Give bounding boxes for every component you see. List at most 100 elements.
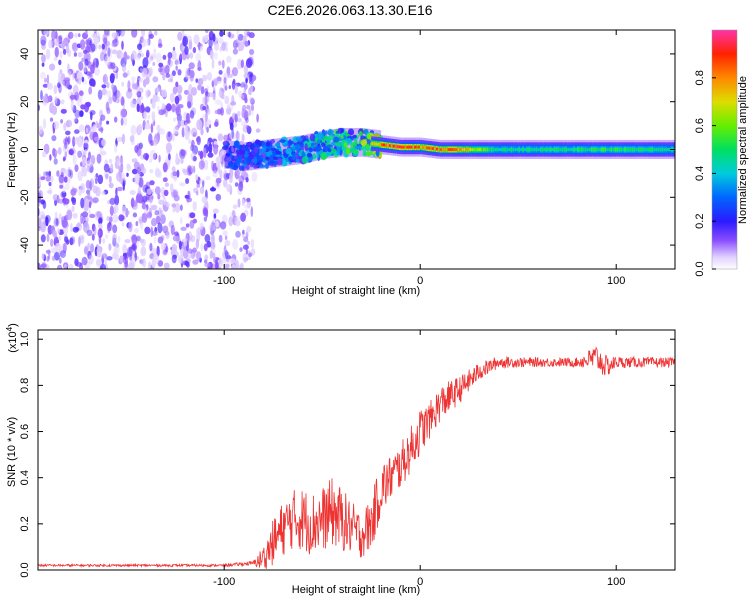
noise-speck: [145, 76, 150, 85]
colorbar-tick-label: 0.2: [694, 214, 706, 229]
noise-speck: [83, 65, 87, 73]
noise-speck: [157, 236, 164, 244]
track-core: [463, 148, 466, 151]
noise-speck: [206, 241, 212, 248]
noise-speck: [149, 53, 157, 60]
noise-speck: [174, 231, 179, 236]
noise-speck: [232, 67, 239, 77]
noise-speck: [219, 30, 224, 37]
noise-speck: [237, 58, 243, 70]
noise-speck: [183, 89, 189, 95]
noise-speck: [91, 233, 95, 241]
noise-speck: [195, 136, 201, 143]
noise-speck: [234, 182, 239, 187]
noise-speck: [226, 104, 231, 110]
noise-speck: [250, 104, 254, 111]
noise-speck: [229, 173, 233, 184]
noise-speck: [65, 119, 73, 128]
noise-speck: [100, 150, 107, 156]
track-core: [396, 145, 399, 149]
track-core: [375, 142, 378, 146]
noise-speck: [211, 58, 215, 69]
noise-speck: [178, 254, 184, 264]
noise-speck: [90, 43, 96, 52]
noise-speck: [54, 150, 59, 155]
noise-speck: [148, 158, 153, 163]
track-core: [530, 148, 533, 151]
noise-speck: [117, 236, 121, 243]
noise-speck: [226, 184, 232, 192]
track-blob: [265, 156, 270, 160]
noise-speck: [177, 104, 184, 109]
noise-speck: [149, 149, 157, 161]
noise-speck: [57, 72, 61, 78]
noise-speck: [221, 59, 225, 69]
noise-speck: [114, 31, 120, 40]
track-core: [432, 147, 435, 150]
track-core: [637, 148, 640, 151]
noise-speck: [151, 230, 158, 236]
noise-speck: [156, 96, 160, 103]
track-core: [612, 148, 615, 151]
noise-speck: [73, 52, 77, 57]
noise-speck: [38, 125, 43, 135]
track-core: [649, 148, 652, 151]
noise-speck: [206, 108, 211, 116]
noise-speck: [175, 65, 178, 71]
noise-speck: [111, 73, 116, 80]
noise-speck: [202, 180, 205, 188]
noise-speck: [74, 129, 80, 134]
noise-speck: [146, 188, 152, 196]
noise-speck: [169, 183, 174, 193]
noise-speck: [104, 30, 110, 36]
noise-speck: [118, 165, 124, 171]
track-core: [590, 148, 593, 151]
noise-speck: [40, 234, 46, 243]
noise-speck: [212, 208, 219, 214]
noise-speck: [81, 256, 88, 266]
noise-speck: [105, 173, 109, 180]
noise-speck: [78, 61, 84, 71]
track-blob: [282, 159, 286, 164]
noise-speck: [193, 187, 199, 194]
noise-speck: [204, 259, 208, 264]
noise-speck: [187, 190, 191, 196]
noise-speck: [124, 239, 131, 244]
noise-speck: [158, 67, 163, 73]
noise-speck: [54, 211, 58, 219]
noise-speck: [221, 258, 227, 264]
noise-speck: [42, 151, 47, 158]
noise-speck: [92, 197, 99, 204]
noise-speck: [149, 180, 155, 186]
noise-speck: [206, 141, 210, 146]
noise-speck: [67, 31, 74, 39]
colorbar-tick-label: 0.4: [694, 166, 706, 181]
noise-speck: [85, 128, 89, 134]
noise-speck: [160, 214, 166, 225]
track-blob: [332, 136, 340, 143]
noise-speck: [148, 33, 154, 39]
noise-speck: [165, 231, 170, 240]
track-core: [518, 148, 521, 151]
noise-speck: [175, 152, 179, 163]
noise-speck: [63, 198, 70, 205]
noise-speck: [188, 139, 191, 144]
track-blob: [222, 145, 229, 150]
noise-speck: [198, 160, 205, 170]
noise-speck: [40, 90, 43, 101]
track-core: [426, 146, 429, 150]
track-core: [610, 148, 613, 151]
noise-speck: [171, 254, 177, 264]
track-core: [430, 146, 433, 150]
noise-speck: [230, 101, 237, 106]
noise-speck: [154, 87, 160, 94]
noise-speck: [88, 209, 91, 216]
noise-speck: [118, 214, 125, 222]
track-core: [488, 148, 491, 151]
track-core: [624, 148, 627, 151]
noise-speck: [74, 118, 79, 124]
track-core: [629, 148, 632, 151]
noise-speck: [176, 169, 180, 178]
track-blob: [229, 164, 235, 169]
noise-speck: [66, 209, 73, 221]
